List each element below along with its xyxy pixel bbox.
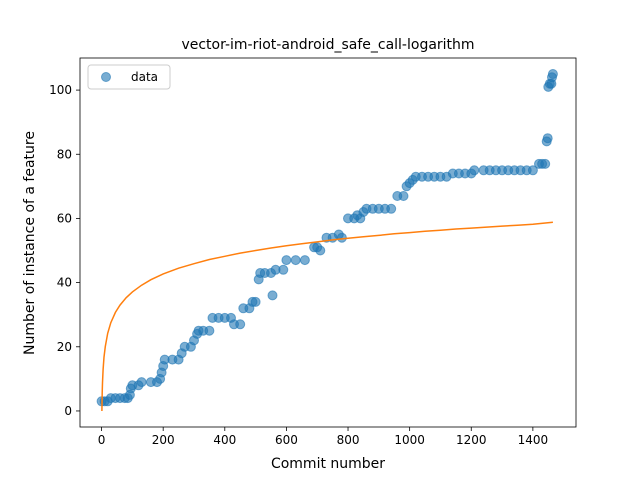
x-tick-label: 1000: [394, 433, 425, 447]
data-point: [469, 165, 480, 176]
data-point: [299, 255, 310, 266]
data-point: [278, 264, 289, 275]
x-tick-label: 1400: [518, 433, 549, 447]
y-tick-label: 20: [57, 340, 72, 354]
y-tick-label: 40: [57, 276, 72, 290]
y-tick-label: 0: [64, 404, 72, 418]
data-points: [96, 69, 558, 407]
legend-label: data: [131, 70, 158, 84]
data-point: [250, 296, 261, 307]
data-point: [547, 69, 558, 79]
y-tick-label: 60: [57, 211, 72, 225]
legend-box: [87, 64, 171, 90]
data-point: [235, 319, 246, 330]
axis-ticks: 0 200 400 600 800 1000 1200 1400 0 20 40 60 80 100: [49, 83, 548, 447]
data-point: [540, 158, 551, 169]
data-point: [542, 133, 553, 144]
data-point: [336, 232, 347, 243]
y-tick-label: 100: [49, 83, 72, 97]
plot-area: [79, 57, 577, 428]
y-tick-label: 80: [57, 147, 72, 161]
data-point: [136, 377, 147, 388]
data-point: [386, 203, 397, 214]
data-point: [290, 255, 301, 266]
fit-line: [101, 221, 553, 412]
data-point: [315, 245, 326, 256]
data-point: [527, 165, 538, 176]
data-point: [267, 290, 278, 301]
data-point: [204, 325, 215, 336]
axes-frame: [79, 57, 577, 428]
x-tick-label: 1200: [456, 433, 487, 447]
chart-title: vector-im-riot-android_safe_call-logarit…: [181, 37, 474, 53]
x-tick-label: 800: [337, 433, 360, 447]
x-tick-label: 200: [152, 433, 175, 447]
y-axis-label: Number of instance of a feature: [22, 131, 38, 355]
x-tick-label: 600: [275, 433, 298, 447]
x-tick-label: 400: [213, 433, 236, 447]
x-tick-label: 0: [98, 433, 106, 447]
x-axis-label: Commit number: [271, 456, 385, 472]
legend: data: [87, 64, 171, 90]
data-point: [398, 191, 409, 201]
legend-marker: [101, 72, 111, 82]
data-point: [281, 255, 292, 266]
